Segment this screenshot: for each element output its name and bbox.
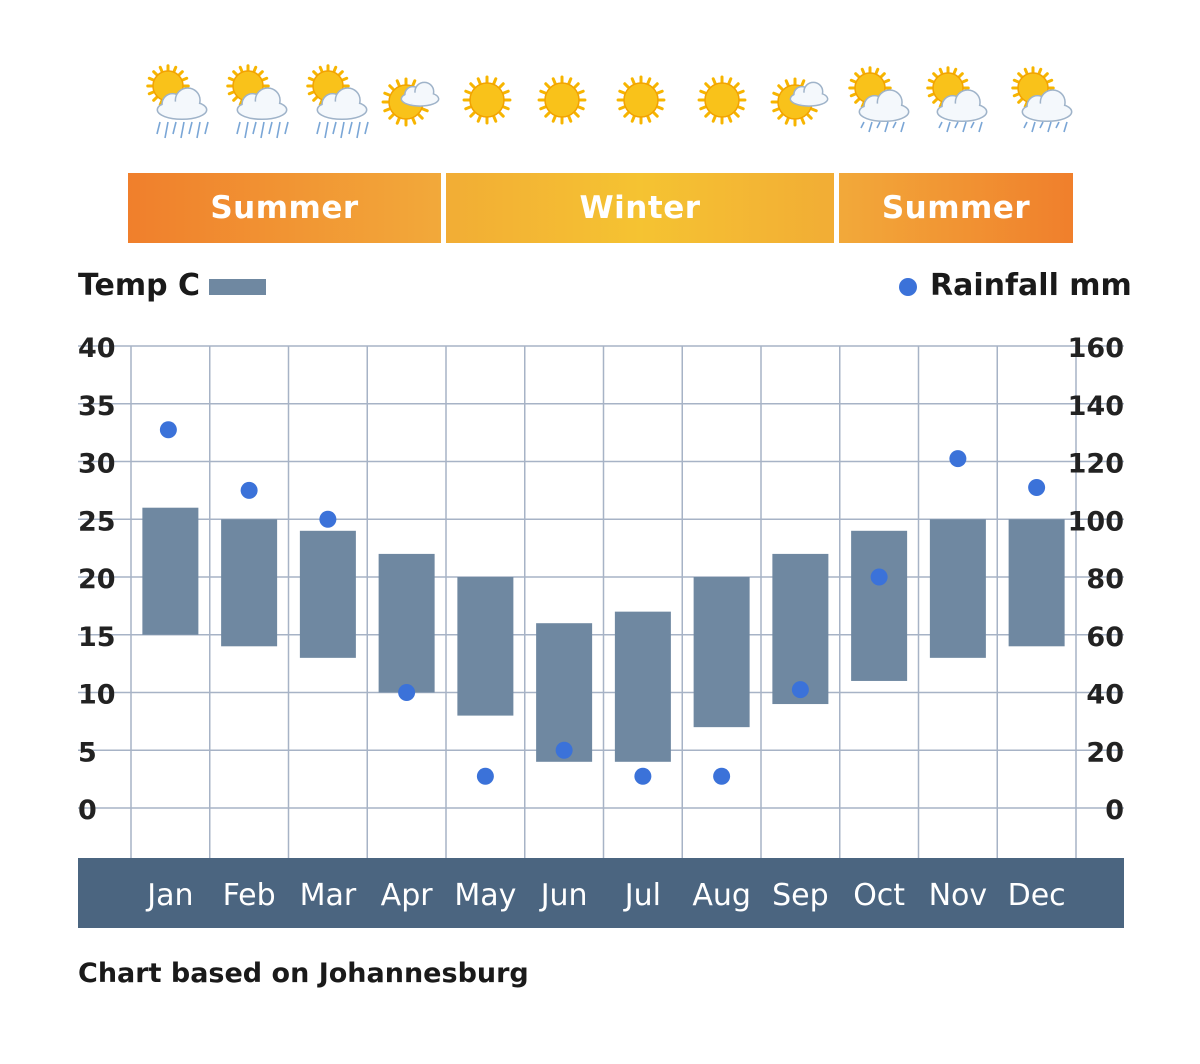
rain-point-sep xyxy=(791,681,809,699)
temp-bar-oct xyxy=(851,530,908,681)
x-tick-label: Aug xyxy=(692,878,751,913)
x-tick-label: Mar xyxy=(300,878,357,913)
y-left-tick-label: 25 xyxy=(78,506,116,537)
temp-bar-may xyxy=(457,577,514,716)
temp-bar-jun xyxy=(536,623,593,762)
temp-bar-apr xyxy=(378,553,435,693)
sun-icon xyxy=(697,75,747,125)
sun-cloud-rain-icon xyxy=(306,64,369,139)
y-left-tick-label: 20 xyxy=(78,564,116,595)
y-left-tick-label: 30 xyxy=(78,449,116,480)
season-winter: Winter xyxy=(446,173,834,243)
x-tick-label: Oct xyxy=(853,878,905,913)
rain-point-jun xyxy=(555,741,573,759)
rain-point-may xyxy=(476,767,494,785)
temp-bar-dec xyxy=(1008,519,1065,647)
rain-point-feb xyxy=(240,481,258,499)
x-tick-label: Apr xyxy=(381,878,434,913)
y-right-tick-label: 0 xyxy=(1105,795,1124,826)
legend-rain-label: Rainfall mm xyxy=(930,268,1132,303)
y-right-tick-label: 40 xyxy=(1086,680,1124,711)
y-right-tick-label: 140 xyxy=(1068,391,1124,422)
temp-bar-mar xyxy=(299,530,356,658)
rain-point-apr xyxy=(398,684,416,701)
x-tick-label: Nov xyxy=(929,878,988,913)
sun-cloud-rain-icon xyxy=(146,64,209,139)
x-tick-label: Jun xyxy=(539,878,588,913)
y-left-tick-label: 40 xyxy=(78,333,116,364)
rain-point-aug xyxy=(713,767,731,785)
season-summer-early: Summer xyxy=(128,173,441,243)
temp-bar-sep xyxy=(772,553,829,705)
y-left-tick-label: 5 xyxy=(78,737,97,768)
rain-point-oct xyxy=(870,568,888,586)
sun-cloud-icon xyxy=(770,77,829,127)
season-label: Summer xyxy=(210,190,359,226)
season-label: Summer xyxy=(881,190,1031,226)
sun-cloud-drizzle-icon xyxy=(926,66,988,133)
x-axis-band xyxy=(78,858,1124,928)
season-summer-late: Summer xyxy=(839,173,1073,243)
legend-temp-label: Temp C xyxy=(78,268,201,303)
x-tick-label: Dec xyxy=(1008,878,1066,913)
season-label: Winter xyxy=(579,190,701,226)
sun-cloud-rain-icon xyxy=(226,64,289,139)
sun-icon xyxy=(616,75,666,125)
legend-temp-swatch xyxy=(209,279,266,295)
rain-point-dec xyxy=(1028,478,1046,496)
y-right-tick-label: 120 xyxy=(1068,449,1124,480)
y-right-tick-label: 20 xyxy=(1086,737,1124,768)
rain-point-jul xyxy=(634,767,652,785)
rain-point-mar xyxy=(319,510,337,528)
y-left-tick-label: 10 xyxy=(78,680,116,711)
x-tick-label: May xyxy=(454,878,516,913)
sun-cloud-drizzle-icon xyxy=(1011,66,1073,133)
y-right-tick-label: 80 xyxy=(1086,564,1124,595)
y-right-tick-label: 60 xyxy=(1086,622,1124,653)
temp-bar-feb xyxy=(221,519,278,647)
sun-icon xyxy=(462,75,512,125)
sun-cloud-drizzle-icon xyxy=(848,66,910,133)
legend-rain-dot xyxy=(899,278,917,296)
temp-bar-jan xyxy=(142,507,199,635)
y-left-tick-label: 0 xyxy=(78,795,97,826)
weather-icon-row xyxy=(146,64,1073,139)
x-tick-label: Feb xyxy=(223,878,276,913)
temp-bar-jul xyxy=(614,611,671,762)
temp-bar-aug xyxy=(693,577,750,728)
chart-footnote: Chart based on Johannesburg xyxy=(78,958,529,989)
x-tick-label: Jul xyxy=(623,878,661,913)
sun-icon xyxy=(537,75,587,125)
sun-cloud-icon xyxy=(381,77,440,127)
y-left-tick-label: 15 xyxy=(78,622,116,653)
x-tick-label: Jan xyxy=(145,878,193,913)
y-left-tick-label: 35 xyxy=(78,391,116,422)
temp-bar-nov xyxy=(929,519,986,658)
climate-chart: 0 5 10 15 20 25 30 35 40 0 20 40 60 80 100 120 140 160 Jan… xyxy=(78,333,1124,928)
rain-point-nov xyxy=(949,450,967,468)
y-right-tick-label: 160 xyxy=(1068,333,1124,364)
x-tick-label: Sep xyxy=(772,878,829,913)
y-right-tick-label: 100 xyxy=(1068,506,1124,537)
rain-point-jan xyxy=(159,421,177,439)
